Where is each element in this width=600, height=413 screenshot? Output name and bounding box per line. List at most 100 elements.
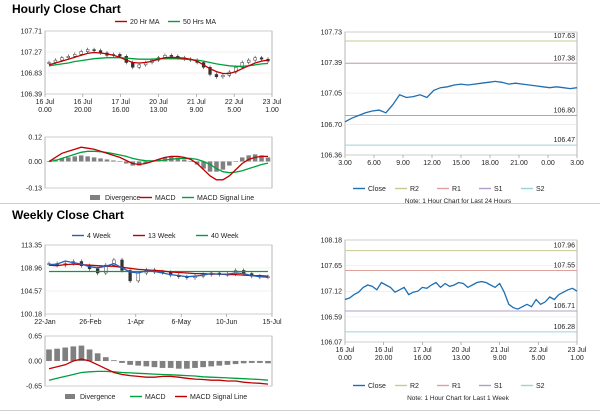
y-tick-label: 108.96 [21,266,43,273]
legend-s1: S1 [494,186,503,193]
divergence-bar [127,361,133,365]
y-tick-label: 107.27 [21,50,43,57]
divergence-bar [167,361,174,368]
legend-close: Close [368,383,386,390]
divergence-bar [117,161,123,162]
legend-divergence: Divergence [105,195,141,202]
divergence-bar [192,361,198,368]
x-tick-label: 23 Jul 1.00 [263,99,282,114]
ma-20hr-line [48,51,269,75]
divergence-bar [54,348,60,361]
legend-macd-w: MACD [145,394,166,401]
y-tick-label: 106.59 [321,314,343,321]
divergence-bar [143,161,148,164]
divergence-bar [104,159,110,162]
y-tick-label: 113.35 [21,243,42,250]
candle-body [259,57,264,60]
x-tick-label: 22 Jul 5.00 [225,99,244,114]
divergence-bar [159,361,166,368]
legend-macd-signal: MACD Signal Line [197,195,254,202]
legend-50hrs-ma: 50 Hrs MA [183,19,216,26]
divergence-bar [239,157,245,162]
legend-macd: MACD [155,195,176,202]
x-tick-label: 15.00 [452,160,470,167]
candle-body [118,54,122,57]
divergence-bar [111,360,117,361]
x-tick-label: 22 Jul 5.00 [529,347,548,362]
y-tick-label: 106.07 [321,340,343,347]
divergence-bar [78,155,84,162]
divergence-bar [208,361,215,367]
macd-signal-line [48,150,269,174]
x-tick-label: 10-Jun [216,319,238,326]
y-tick-label: 0.12 [28,135,42,142]
x-tick-label: 20 Jul 13.00 [149,99,168,114]
hourly-close-frame [344,31,578,156]
legend-divergence-w: Divergence [80,394,116,401]
divergence-bar [246,155,251,162]
legend-r1: R1 [452,186,461,193]
level-label-s2: 106.28 [554,324,576,331]
section-divider [0,203,600,204]
divergence-bar [143,361,150,367]
y-tick-label: 107.12 [321,289,343,296]
x-tick-label: 26-Feb [79,319,101,326]
weekly-section-title: Weekly Close Chart [12,208,124,222]
divergence-bar [216,361,223,366]
divergence-bar [259,155,264,162]
close-line [344,280,578,310]
candle-body [221,75,225,78]
candle-body [73,54,77,57]
y-tick-label: 106.36 [321,153,343,160]
x-tick-label: 17 Jul 16.00 [111,99,130,114]
ma-4w-line [48,260,269,278]
x-tick-label: 9.00 [396,160,410,167]
divergence-bar [200,361,206,368]
divergence-bar [86,349,93,361]
legend-s2: S2 [536,186,545,193]
legend-macd-signal-w: MACD Signal Line [190,394,247,401]
x-tick-label: 21.00 [510,160,528,167]
divergence-bar [265,157,271,162]
candle-body [104,264,108,274]
x-tick-label: 21 Jul 9.00 [490,347,509,362]
divergence-bar [224,361,231,365]
divergence-bar [233,161,239,162]
candle-body [240,62,244,68]
level-label-s2: 106.47 [554,137,576,144]
legend-4week: 4 Week [87,233,111,240]
y-tick-label: -0.13 [26,186,42,193]
candle-body [253,57,257,61]
y-tick-label: 100.18 [21,312,43,319]
candle-body [137,64,141,68]
x-tick-label: 3.00 [338,160,352,167]
bottom-divider [0,410,600,411]
y-tick-label: 106.70 [321,122,343,129]
divergence-bar [119,361,125,363]
divergence-bar [91,157,97,162]
divergence-bar [220,161,226,170]
y-tick-label: -0.65 [26,384,42,391]
divergence-bar [136,161,142,166]
divergence-bar [207,161,213,172]
divergence-bar [62,347,69,361]
x-tick-label: 1-Apr [127,319,145,326]
legend-r2: R2 [410,383,419,390]
legend-s1: S1 [494,383,503,390]
chart-note: Note: 1 Hour Chart for Last 1 Week [407,395,510,402]
divergence-bar [182,159,187,162]
y-tick-label: 107.73 [321,30,343,37]
x-tick-label: 18.00 [481,160,499,167]
y-tick-label: 107.71 [21,29,43,36]
divergence-bar [72,156,78,162]
legend-divergence-w-swatch [65,394,75,399]
level-label-r2: 107.96 [554,243,576,250]
hourly-candles-frame [44,30,273,95]
candle-body [66,56,70,58]
hourly-section-title: Hourly Close Chart [12,2,121,16]
legend-r1: R1 [452,383,461,390]
candle-body [208,67,212,75]
candle-body [120,259,124,271]
hourly-macd-frame [44,136,273,189]
